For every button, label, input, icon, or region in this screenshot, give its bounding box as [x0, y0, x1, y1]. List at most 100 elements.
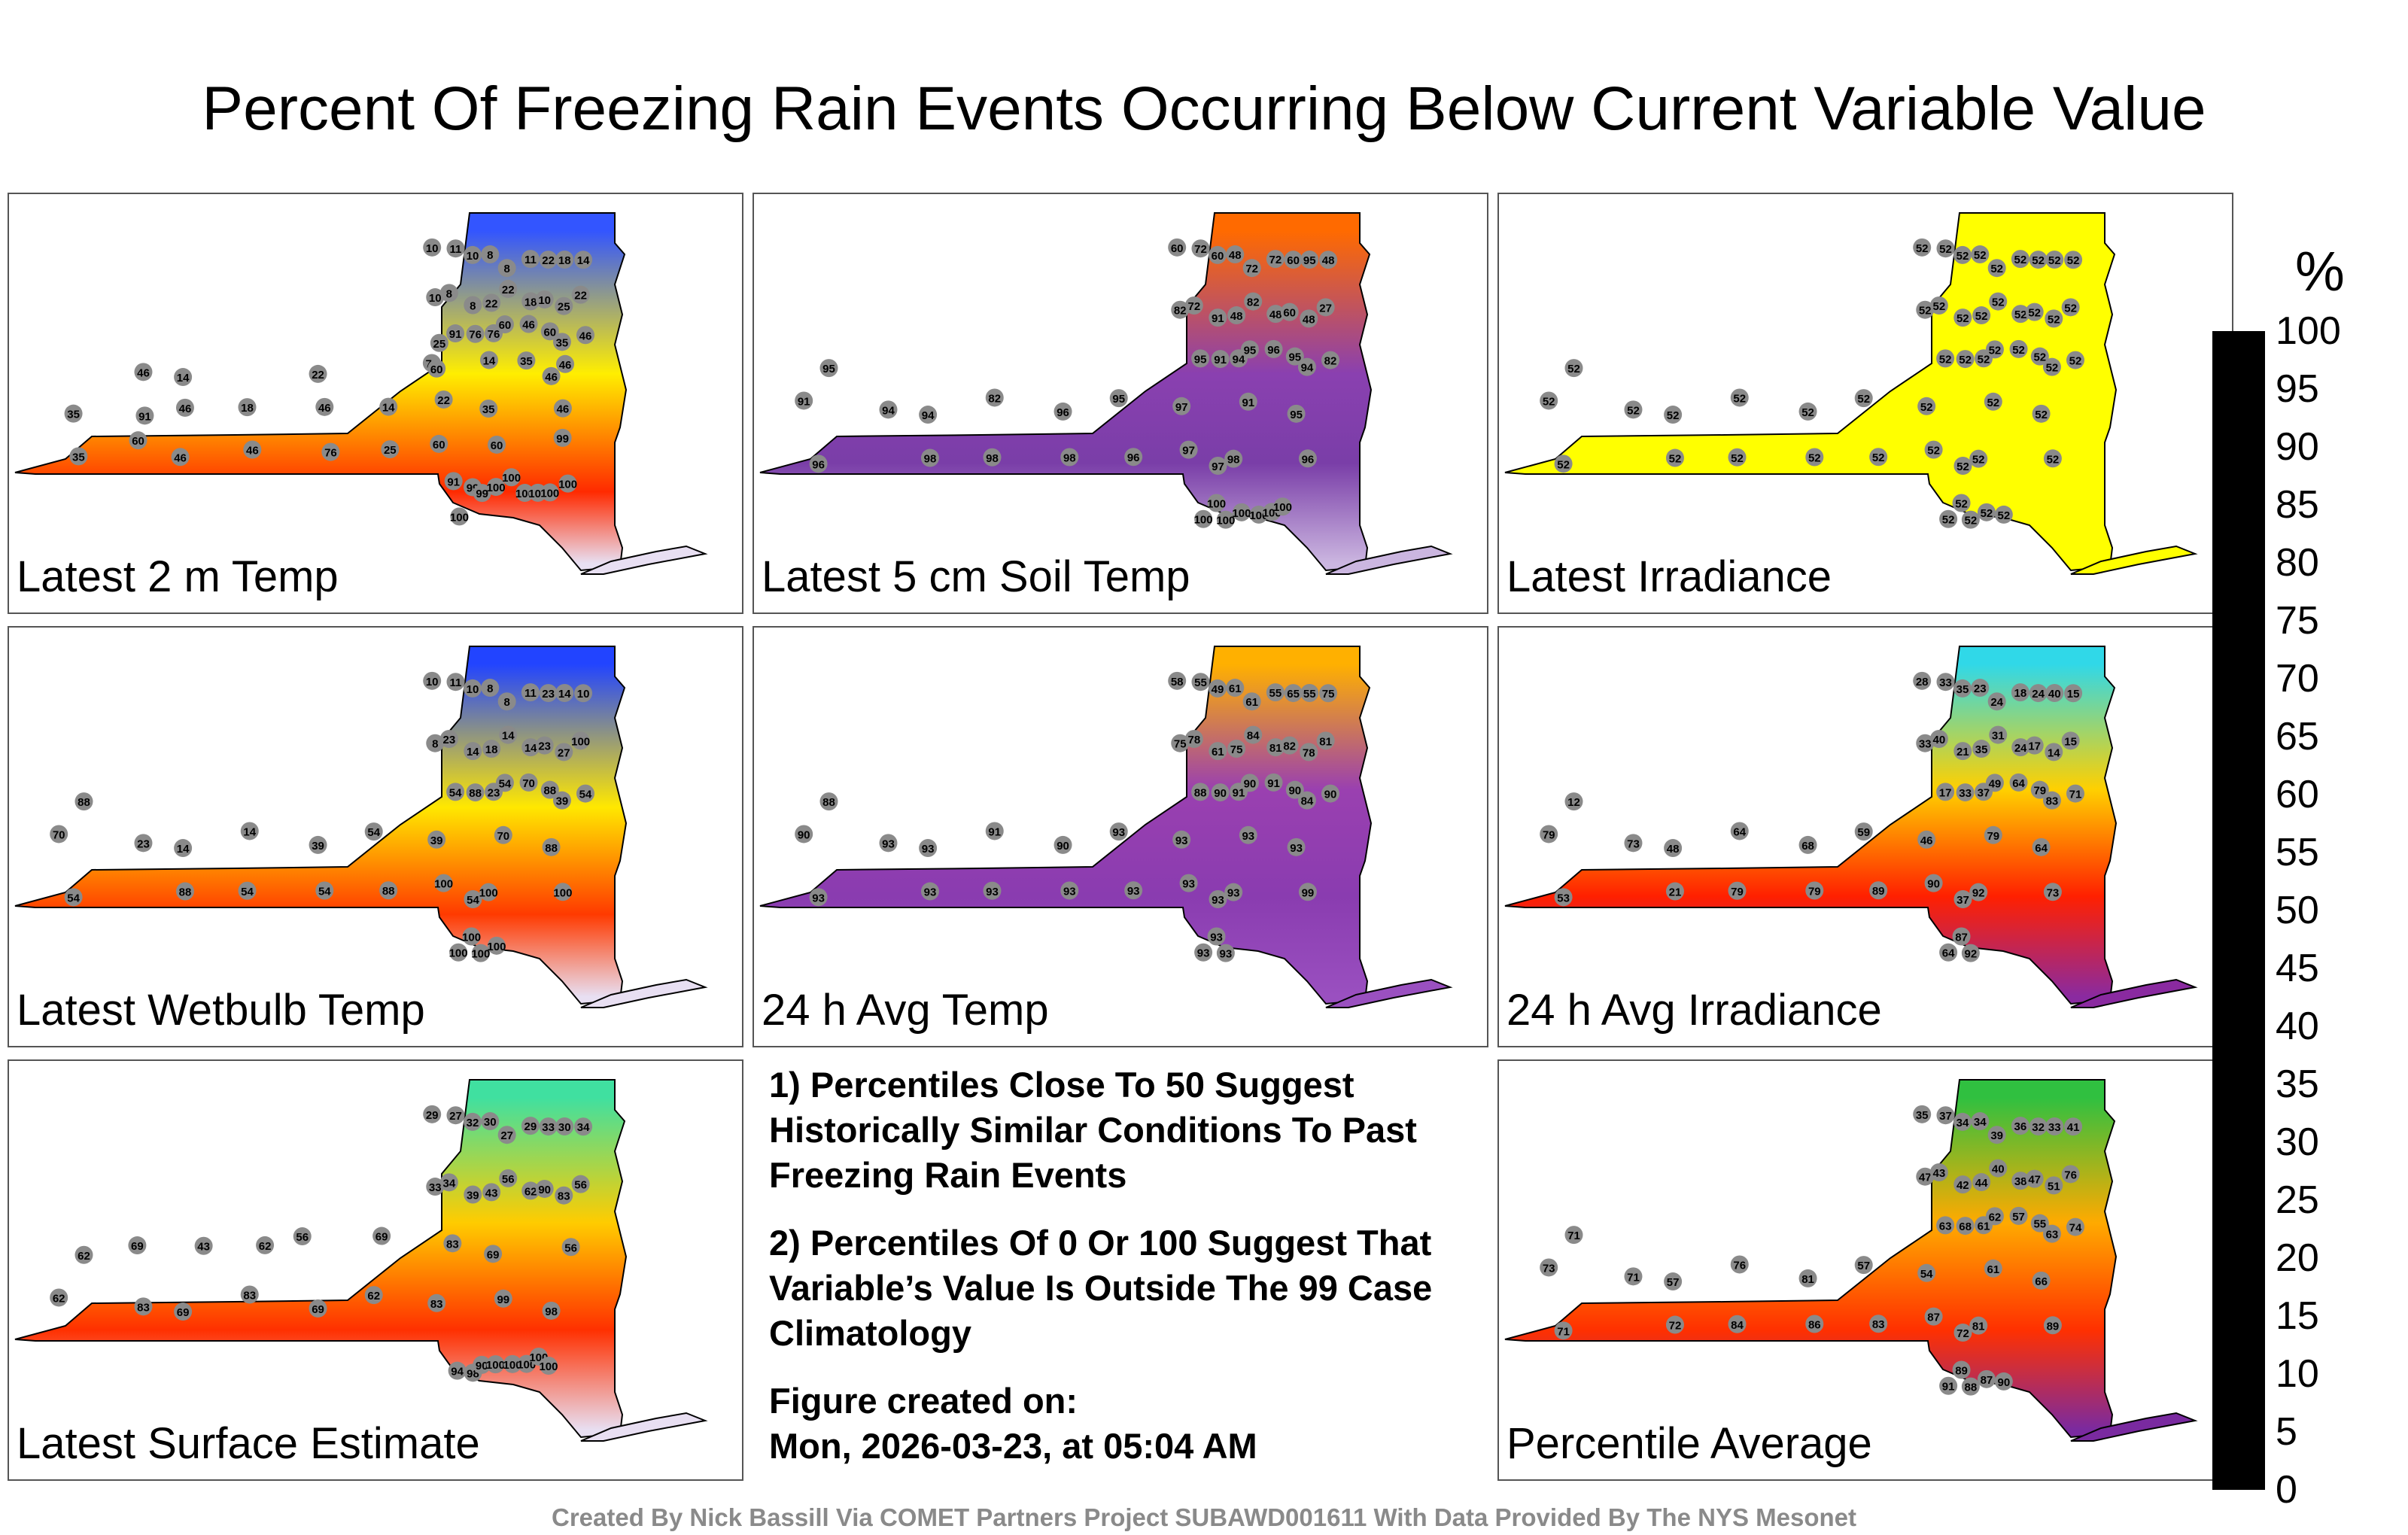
station-marker: 93 — [1239, 825, 1257, 844]
station-marker: 90 — [535, 1179, 554, 1198]
station-marker: 81 — [1266, 738, 1285, 757]
station-marker: 83 — [443, 1234, 462, 1253]
station-value: 95 — [1194, 353, 1207, 366]
station-marker: 52 — [1953, 309, 1972, 327]
station-value: 52 — [2064, 302, 2077, 315]
station-value: 8 — [446, 287, 452, 300]
station-value: 55 — [1194, 676, 1207, 689]
colorbar-tick: 90 — [2276, 425, 2319, 469]
station-value: 83 — [1872, 1318, 1885, 1331]
station-value: 70 — [53, 828, 65, 841]
station-value: 28 — [1916, 676, 1929, 688]
station-marker: 93 — [879, 834, 898, 853]
station-marker: 40 — [1929, 729, 1948, 748]
station-value: 81 — [1319, 735, 1332, 748]
station-value: 100 — [1232, 507, 1251, 520]
station-marker: 29 — [521, 1117, 540, 1135]
station-value: 83 — [2046, 795, 2059, 808]
station-marker: 94 — [879, 400, 898, 419]
station-value: 25 — [384, 444, 397, 457]
station-value: 52 — [1567, 363, 1580, 375]
station-value: 88 — [1965, 1382, 1978, 1394]
station-value: 46 — [174, 451, 187, 464]
long-island-shape — [2070, 978, 2198, 1008]
station-value: 60 — [132, 435, 144, 448]
station-value: 64 — [1942, 947, 1955, 960]
station-marker: 81 — [1316, 731, 1335, 750]
station-marker: 90 — [1994, 1372, 2013, 1391]
station-marker: 86 — [1805, 1315, 1824, 1333]
station-value: 30 — [484, 1116, 497, 1129]
station-marker: 11 — [521, 683, 540, 702]
station-value: 90 — [1324, 789, 1337, 801]
station-value: 27 — [449, 1110, 462, 1123]
station-marker: 14 — [574, 251, 593, 269]
station-marker: 96 — [809, 454, 828, 473]
station-value: 88 — [545, 842, 558, 855]
station-value: 98 — [986, 452, 999, 465]
station-value: 52 — [1956, 460, 1969, 473]
station-marker: 62 — [256, 1236, 275, 1254]
station-value: 71 — [2069, 789, 2082, 801]
station-marker: 52 — [1564, 359, 1583, 378]
colorbar-tick: 65 — [2276, 715, 2319, 758]
station-marker: 93 — [1209, 890, 1227, 909]
station-marker: 75 — [1319, 684, 1338, 703]
station-value: 25 — [433, 338, 446, 351]
station-value: 64 — [1733, 825, 1746, 838]
station-value: 62 — [524, 1185, 537, 1198]
station-marker: 64 — [2032, 837, 2051, 856]
station-marker: 94 — [919, 406, 938, 424]
station-value: 18 — [2014, 687, 2027, 700]
station-value: 27 — [500, 1129, 513, 1142]
station-marker: 55 — [2030, 1214, 2049, 1233]
station-marker: 55 — [1191, 673, 1210, 692]
station-marker: 18 — [521, 292, 540, 311]
station-value: 94 — [922, 409, 935, 422]
station-value: 8 — [432, 738, 438, 751]
station-value: 55 — [1303, 688, 1316, 701]
station-value: 60 — [543, 326, 556, 339]
station-marker: 91 — [444, 472, 463, 491]
station-marker: 81 — [1798, 1269, 1817, 1287]
station-value: 52 — [1978, 353, 1990, 366]
station-value: 14 — [382, 402, 395, 415]
station-value: 72 — [1269, 254, 1282, 266]
station-marker: 68 — [1956, 1217, 1975, 1236]
station-marker: 52 — [1664, 406, 1683, 424]
station-value: 61 — [1978, 1220, 1990, 1233]
station-value: 43 — [485, 1187, 498, 1199]
station-marker: 99 — [1298, 883, 1317, 901]
station-value: 64 — [2012, 777, 2025, 790]
station-value: 93 — [1127, 885, 1140, 898]
station-marker: 27 — [1316, 298, 1335, 317]
station-value: 52 — [1972, 454, 1985, 467]
station-marker: 21 — [1665, 882, 1684, 901]
map-panel: 10 11 10 8 8 11 22 18 14 10 8 8 22 22 18 10 25 22 25 91 76 76… — [8, 193, 743, 614]
map-panel: 58 55 49 61 61 55 65 55 75 75 78 61 75 84 81 82 78 81 88 88… — [752, 626, 1488, 1047]
station-marker: 70 — [494, 825, 512, 844]
station-marker: 34 — [574, 1117, 593, 1136]
station-value: 54 — [579, 789, 592, 801]
station-marker: 14 — [2045, 743, 2063, 761]
station-value: 68 — [1801, 840, 1814, 853]
station-value: 35 — [1916, 1109, 1929, 1122]
station-marker: 52 — [1953, 457, 1972, 476]
station-value: 99 — [476, 488, 488, 500]
station-marker: 60 — [540, 322, 559, 341]
station-marker: 52 — [1540, 391, 1558, 410]
station-value: 91 — [1242, 397, 1254, 409]
station-value: 39 — [312, 840, 324, 853]
station-marker: 39 — [552, 791, 571, 810]
station-marker: 56 — [293, 1227, 312, 1246]
station-value: 62 — [53, 1292, 65, 1305]
station-marker: 27 — [497, 1126, 516, 1144]
station-marker: 8 — [439, 284, 458, 302]
station-value: 14 — [524, 742, 537, 755]
station-marker: 60 — [495, 315, 514, 334]
station-marker: 60 — [1208, 245, 1227, 264]
station-value: 49 — [1212, 683, 1224, 696]
station-value: 61 — [1212, 746, 1224, 758]
station-value: 52 — [1942, 514, 1955, 527]
